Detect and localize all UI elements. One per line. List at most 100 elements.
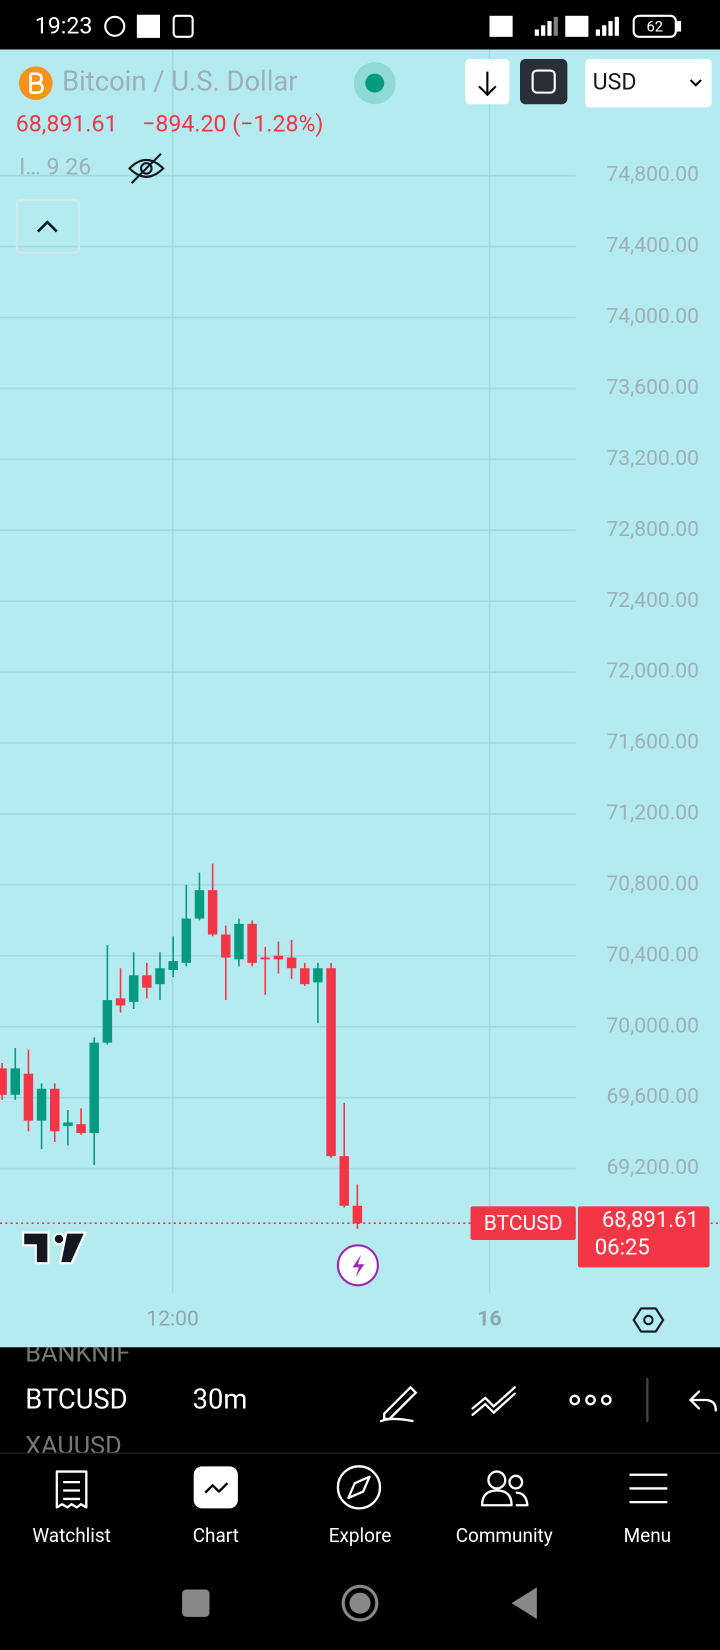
download-icon (478, 71, 497, 97)
signal-bars (534, 16, 619, 36)
candle-body (89, 1042, 99, 1134)
y-tick-label: 69,200.00 (606, 1155, 699, 1180)
y-tick-label: 72,400.00 (606, 588, 699, 613)
price-tag-label: 68,891.61 (602, 1207, 699, 1233)
candle-body (221, 934, 231, 958)
more-tools[interactable] (569, 1394, 612, 1406)
candle-body (50, 1088, 60, 1132)
explore-icon[interactable] (336, 1465, 382, 1510)
candle-body (36, 1088, 47, 1121)
y-tick-label: 73,200.00 (606, 446, 699, 471)
home-dot (349, 1592, 371, 1614)
candle-body (155, 968, 165, 985)
flash-icon (352, 1254, 365, 1277)
candle-body (247, 923, 257, 963)
nav-label[interactable]: Watchlist (32, 1524, 111, 1547)
back-button[interactable] (511, 1587, 537, 1619)
candle-body (76, 1124, 86, 1134)
coin-glyph (29, 72, 44, 94)
candle-body (181, 918, 192, 963)
draw-tool[interactable] (379, 1385, 418, 1423)
y-tick-label: 69,600.00 (606, 1084, 699, 1109)
battery-level: 62 (646, 17, 663, 35)
y-tick-label: 73,600.00 (606, 375, 699, 400)
y-tick-label: 71,200.00 (606, 801, 699, 826)
candle-body (352, 1205, 363, 1224)
prev-symbol[interactable]: BANKNIF (25, 1339, 130, 1368)
candle-body (207, 890, 218, 935)
currency-select[interactable] (585, 58, 712, 108)
candle-body (273, 955, 284, 960)
symbol-tag-label: BTCUSD (484, 1211, 563, 1236)
divider (0, 1452, 720, 1454)
toolbar-symbol[interactable]: BTCUSD (25, 1383, 127, 1415)
status-bar (0, 0, 720, 50)
status-time: 19:23 (35, 12, 93, 39)
menu-icon[interactable] (629, 1473, 668, 1504)
indicator-legend: I… 9 26 (19, 154, 91, 181)
candle-body (194, 890, 205, 919)
candle-body (234, 923, 244, 960)
y-tick-label: 74,400.00 (606, 233, 699, 258)
candle-body (326, 968, 336, 1157)
undo-button[interactable] (688, 1390, 717, 1412)
nav-label[interactable]: Chart (193, 1524, 239, 1547)
market-status (365, 73, 385, 93)
y-tick-label: 70,800.00 (606, 871, 699, 896)
x-tick-label: 16 (477, 1307, 501, 1332)
candle-body (300, 968, 310, 985)
y-tick-label: 74,000.00 (606, 304, 699, 329)
last-price: 68,891.61 (16, 110, 118, 137)
symbol-title: Bitcoin / U.S. Dollar (62, 65, 297, 97)
settings-icon[interactable] (632, 1307, 665, 1333)
candle-body (23, 1073, 34, 1121)
chevron-up (36, 220, 58, 233)
y-tick-label: 74,800.00 (606, 162, 699, 187)
status-icons (104, 14, 682, 38)
fullscreen-icon (531, 69, 556, 94)
candle-body (286, 957, 297, 969)
candle-body (339, 1156, 349, 1206)
y-tick-label: 72,800.00 (606, 517, 699, 542)
tradingview-logo (22, 1231, 87, 1265)
hide-icon[interactable] (127, 152, 165, 184)
candle-body (142, 975, 152, 988)
candle-body (102, 1000, 113, 1043)
countdown: 06:25 (595, 1234, 650, 1260)
toolbar (0, 1347, 720, 1453)
y-tick-label: 72,000.00 (606, 659, 699, 684)
nav-label[interactable]: Explore (329, 1524, 391, 1547)
x-tick-label: 12:00 (146, 1307, 198, 1332)
candle-body (168, 961, 178, 970)
home-button[interactable] (341, 1584, 379, 1622)
next-symbol[interactable]: XAUUSD (25, 1432, 121, 1461)
candle-body (63, 1122, 73, 1126)
bottom-nav: Watchlist Chart Explore Community Menu (32, 1524, 671, 1547)
toolbar-interval[interactable]: 30m (193, 1383, 248, 1415)
nav-label[interactable]: Community (456, 1524, 553, 1547)
chevron-down (689, 79, 702, 87)
chart: 12:00 16 74,800.00 74,400.00 74,000.00 73,600… (0, 49, 720, 1332)
y-tick-label: 70,400.00 (606, 942, 699, 967)
candle-body (313, 968, 323, 983)
candle-body (0, 1068, 7, 1095)
watchlist-icon[interactable] (55, 1470, 88, 1509)
candle-body (10, 1068, 20, 1095)
y-tick-label: 71,600.00 (606, 730, 699, 755)
line-tool[interactable] (471, 1386, 516, 1416)
collapse-button[interactable] (15, 198, 80, 254)
symbol-tag (470, 1206, 576, 1241)
chart-icon-line (204, 1482, 229, 1494)
candle-body (115, 998, 126, 1006)
recents-button[interactable] (182, 1589, 210, 1617)
candle-body (260, 957, 270, 960)
community-icon[interactable] (480, 1470, 529, 1507)
explore-needle (347, 1475, 371, 1500)
currency-label: USD (593, 68, 637, 95)
nav-label[interactable]: Menu (624, 1524, 671, 1547)
price-tag (577, 1206, 710, 1268)
chart-background (0, 49, 720, 1348)
price-change: −894.20 (−1.28%) (142, 110, 323, 137)
fullscreen-button[interactable] (520, 58, 568, 105)
